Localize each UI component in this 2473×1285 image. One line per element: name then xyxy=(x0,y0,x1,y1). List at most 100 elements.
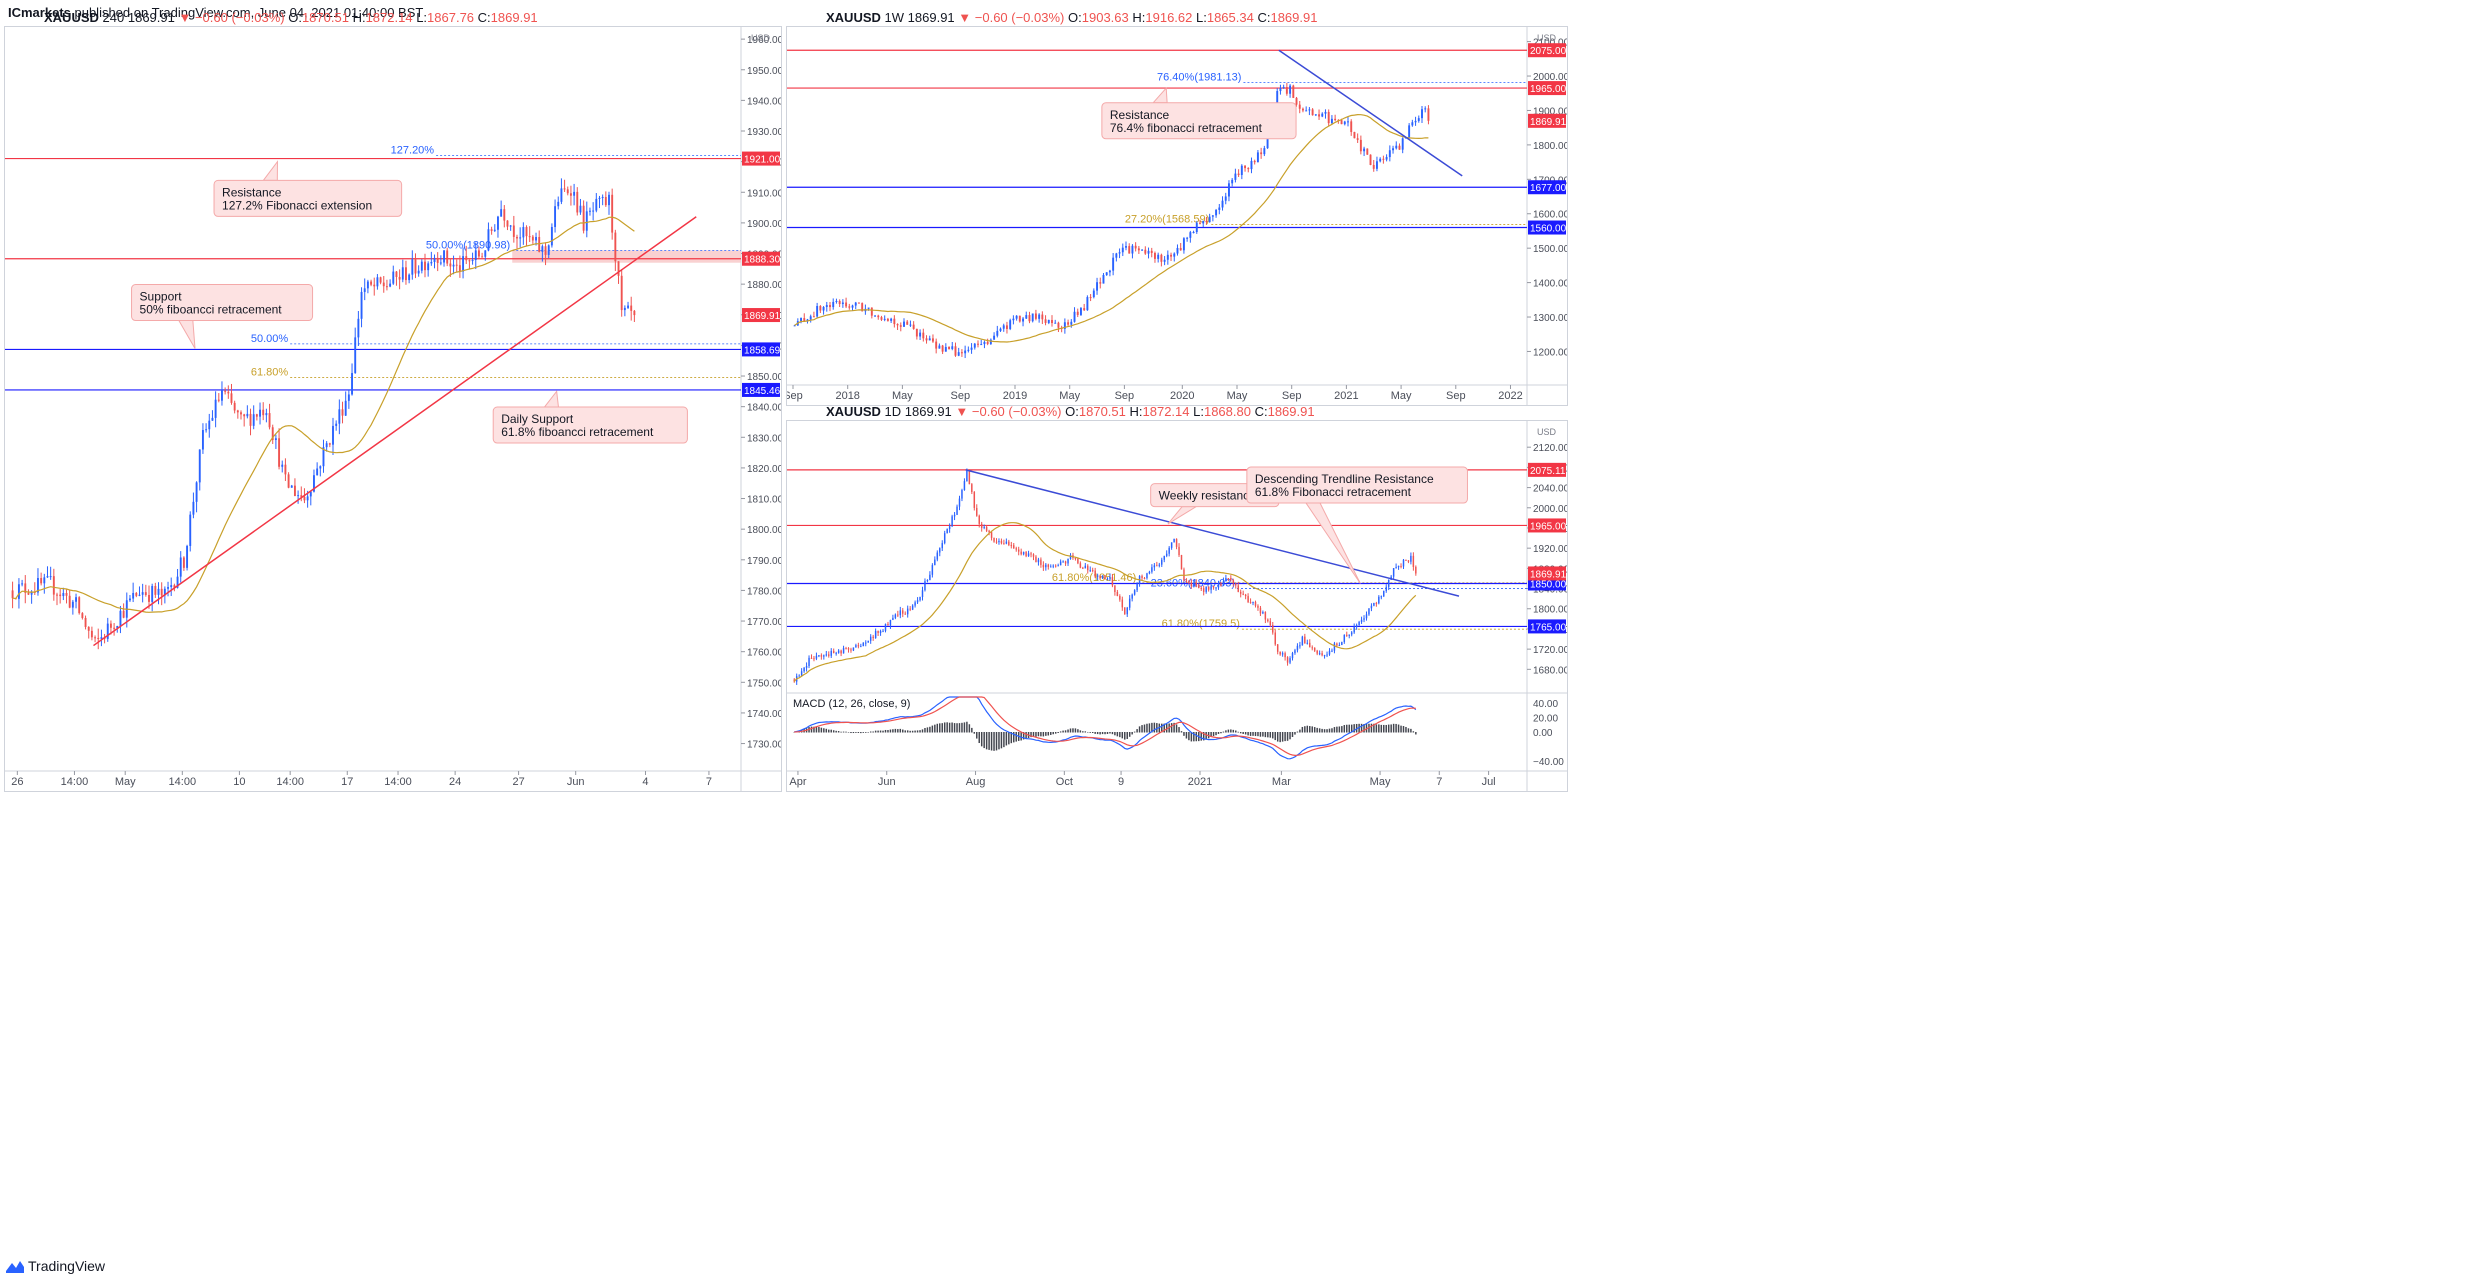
macd-histogram-bar xyxy=(1291,732,1294,737)
legend-symbol: XAUUSD xyxy=(44,10,99,25)
macd-histogram-bar xyxy=(1138,726,1141,733)
legend-last: 1869.91 xyxy=(127,10,175,25)
currency-badge[interactable]: USD xyxy=(751,33,771,43)
candle-body xyxy=(892,617,894,620)
macd-histogram-bar xyxy=(1289,732,1291,740)
macd-histogram-bar xyxy=(1326,729,1328,733)
candle-body xyxy=(1395,567,1397,569)
candle-body xyxy=(1301,636,1304,646)
level-price-box xyxy=(1528,220,1566,235)
candle-body xyxy=(176,576,179,588)
candle-body xyxy=(815,655,818,659)
level-price-label: 1560.00 xyxy=(1530,224,1567,235)
candle-body xyxy=(1247,168,1250,170)
macd-histogram-bar xyxy=(941,723,943,733)
macd-histogram-bar xyxy=(1153,722,1156,733)
candle-body xyxy=(1225,578,1227,582)
candle-body xyxy=(211,417,214,421)
macd-histogram-bar xyxy=(1311,726,1313,733)
candle-body xyxy=(829,305,831,308)
candle-body xyxy=(389,283,392,287)
candle-body xyxy=(233,402,236,411)
trendline[interactable] xyxy=(93,216,697,647)
candle-body xyxy=(954,346,957,356)
trendline[interactable] xyxy=(1278,49,1463,177)
candle-body xyxy=(214,399,217,418)
candle-body xyxy=(306,496,309,501)
candle-body xyxy=(497,216,499,230)
currency-badge[interactable]: USD xyxy=(1537,427,1557,437)
candle-body xyxy=(1027,553,1030,557)
candle-body xyxy=(1057,322,1060,328)
x-tick-label: 10 xyxy=(233,776,245,788)
candle-body xyxy=(116,625,119,629)
x-tick-label: 4 xyxy=(642,776,648,788)
chart-panel-daily[interactable]: 1680.001720.001760.001800.001840.001880.… xyxy=(786,420,1568,792)
candle-body xyxy=(1387,579,1390,587)
candle-body xyxy=(148,595,150,602)
candle-body xyxy=(960,352,963,354)
macd-histogram-bar xyxy=(1141,725,1143,733)
macd-histogram-bar xyxy=(1220,732,1222,734)
candle-body xyxy=(405,267,407,281)
candle-body xyxy=(40,578,43,584)
level-price-box xyxy=(1528,462,1566,477)
legend-o-label: O: xyxy=(1068,10,1082,25)
currency-badge[interactable]: USD xyxy=(1537,33,1557,43)
chart-panel-weekly[interactable]: 1200.001300.001400.001500.001600.001700.… xyxy=(786,26,1568,406)
candle-body xyxy=(97,637,100,639)
candle-body xyxy=(840,650,842,654)
tradingview-logo-icon xyxy=(6,1261,24,1273)
x-tick-label: May xyxy=(1059,390,1080,402)
candle-body xyxy=(1189,232,1192,238)
macd-histogram-bar xyxy=(1370,723,1373,733)
candle-body xyxy=(414,259,417,274)
trendline[interactable] xyxy=(965,469,1460,597)
candle-body xyxy=(411,259,414,275)
legend-tf: 1D xyxy=(884,404,902,419)
candle-body xyxy=(1136,583,1138,591)
candle-body xyxy=(1168,547,1170,554)
macd-histogram-bar xyxy=(852,732,855,734)
publisher-name[interactable]: ICmarkets xyxy=(8,5,71,20)
candle-body xyxy=(1114,585,1116,593)
candle-body xyxy=(516,236,518,239)
candle-body xyxy=(1400,565,1402,567)
candle-body xyxy=(167,587,169,589)
candle-body xyxy=(874,315,877,317)
candle-body xyxy=(1363,148,1366,152)
candle-body xyxy=(1299,645,1301,647)
tradingview-footer[interactable]: TradingView xyxy=(6,1258,105,1274)
candle-body xyxy=(872,636,874,639)
level-price-box xyxy=(1528,619,1566,634)
y-tick-label: 1810.00 xyxy=(747,495,781,506)
candle-body xyxy=(490,229,493,231)
last-price-label: 1869.91 xyxy=(1530,569,1567,580)
candle-body xyxy=(835,300,838,302)
x-tick-label: 7 xyxy=(706,776,712,788)
candle-body xyxy=(1052,565,1054,567)
macd-histogram-bar xyxy=(825,728,828,733)
candle-body xyxy=(1126,607,1128,615)
macd-histogram-bar xyxy=(1244,732,1247,735)
candle-body xyxy=(1230,578,1232,581)
legend-c: 1869.91 xyxy=(490,10,538,25)
candle-body xyxy=(1359,139,1362,152)
macd-histogram-bar xyxy=(1084,731,1087,733)
legend-l-label: L: xyxy=(416,10,428,25)
candle-body xyxy=(1218,207,1221,210)
candle-body xyxy=(354,337,357,374)
candle-body xyxy=(398,276,401,280)
candle-body xyxy=(973,491,976,508)
y-tick-label: 1800.00 xyxy=(747,525,781,536)
candle-body xyxy=(255,414,258,417)
chart-panel-h4[interactable]: 1730.00 1740.00 1750.00 1760.00 1770.00 1780.… xyxy=(4,26,782,792)
publisher-text: published on TradingView.com, June 04, 2… xyxy=(70,5,424,20)
candle-body xyxy=(808,657,810,667)
candle-body xyxy=(1063,322,1066,329)
